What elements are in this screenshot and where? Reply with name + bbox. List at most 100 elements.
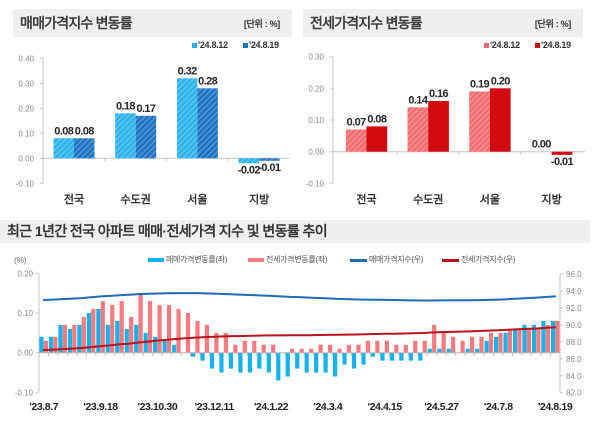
sale-change-bar: [512, 328, 518, 353]
jeonse-change-bar: [403, 344, 408, 353]
sale-change-bar: [427, 348, 432, 353]
sale-index-line: [42, 292, 557, 302]
sale-change-bar: [209, 352, 215, 369]
chart-title: 매매가격지수 변동률: [20, 15, 133, 31]
sale-change-bar: [342, 352, 347, 365]
bar: [74, 138, 95, 159]
sale-change-bar: [493, 336, 499, 353]
jeonse-change-bar: [346, 344, 352, 353]
legend-line-swatch: [350, 259, 367, 262]
sale-change-bar: [276, 352, 281, 381]
jeonse-change-bar: [157, 305, 162, 353]
x-tick-label: '24.4.15: [367, 401, 402, 413]
right-y-tick-label: 86.0: [566, 355, 582, 364]
sale-change-bar: [484, 340, 489, 353]
jeonse-change-bar: [223, 332, 228, 353]
left-y-tick-label: 0.00: [17, 349, 33, 358]
legend-label: 전세가격변동률(좌): [266, 255, 328, 264]
category-label: 서울: [187, 192, 207, 206]
sale-change-bar: [475, 348, 480, 353]
y-tick-label: 0.20: [308, 84, 324, 93]
jeonse-change-bar: [214, 332, 219, 353]
unit-label: [단위 : %]: [534, 19, 571, 29]
jeonse-index-line: [42, 326, 557, 351]
y-tick-label: 0.00: [18, 154, 34, 163]
x-tick-label: '23.8.7: [29, 401, 58, 413]
sale-change-bar: [124, 328, 129, 353]
sale-change-bar: [228, 352, 234, 369]
sale-change-bar: [285, 352, 290, 377]
bar: [259, 158, 280, 161]
bar-value-label: -0.02: [238, 164, 261, 176]
sale-change-bar: [333, 352, 338, 377]
right-y-tick-label: 90.0: [566, 321, 582, 330]
sale-change-bar: [39, 336, 44, 353]
jeonse-change-bar: [261, 344, 266, 353]
jeonse-change-bar: [129, 316, 134, 353]
chart-title: 전세가격지수 변동률: [310, 15, 423, 31]
bar-value-label: 0.18: [116, 100, 135, 112]
sale-change-bar: [531, 324, 537, 353]
x-tick-label: '24.8.19: [538, 401, 573, 413]
jeonse-change-bar: [545, 324, 550, 353]
jeonse-change-bar: [290, 348, 295, 353]
jeonse-change-bar: [337, 348, 342, 353]
unit-label: [단위 : %]: [243, 19, 280, 29]
bar-value-label: 0.08: [367, 113, 386, 125]
sale-change-bar: [200, 352, 205, 361]
sale-change-bar: [134, 324, 139, 353]
jeonse-change-bar: [81, 316, 86, 353]
bar-value-label: 0.17: [136, 103, 155, 115]
jeonse-change-bar: [176, 309, 181, 353]
legend-swatch: [535, 43, 540, 48]
sale-change-bar: [304, 352, 309, 373]
bar: [135, 115, 157, 159]
bar: [345, 129, 367, 152]
sale-change-bar: [115, 320, 120, 353]
sale-change-bar: [418, 352, 423, 361]
bar-value-label: 0.28: [198, 75, 217, 87]
bar-value-label: 0.32: [178, 65, 197, 77]
legend-swatch: [192, 43, 197, 48]
category-label: 서울: [480, 192, 500, 206]
sale-change-bar: [465, 348, 470, 353]
sale-change-bar: [58, 324, 63, 353]
sale-change-bar: [550, 320, 556, 353]
jeonse-change-bar: [394, 344, 399, 353]
jeonse-change-bar: [100, 301, 105, 353]
category-label: 전국: [356, 192, 376, 206]
bar-value-label: 0.16: [429, 88, 448, 100]
category-label: 지방: [541, 192, 561, 206]
right-y-tick-label: 92.0: [566, 304, 582, 313]
legend-label: '24.8.12: [198, 40, 228, 50]
bar: [407, 107, 429, 152]
category-label: 지방: [249, 192, 269, 206]
jeonse-change-bar: [555, 320, 560, 353]
bar-value-label: 0.07: [347, 117, 366, 129]
bar-value-label: 0.14: [408, 94, 428, 106]
sale-change-bar: [408, 352, 413, 361]
legend-label: '24.8.19: [249, 40, 279, 50]
bar: [176, 78, 198, 159]
jeonse-change-bar: [451, 336, 456, 353]
sale-change-bar: [370, 352, 376, 357]
y-tick-label: -0.10: [306, 179, 325, 188]
legend-label: '24.8.19: [541, 40, 571, 50]
sale-change-bar: [153, 336, 158, 353]
sale-change-bar: [380, 352, 385, 361]
legend-swatch: [243, 43, 248, 48]
jeonse-change-bar: [148, 301, 153, 353]
jeonse-change-bar: [375, 340, 380, 353]
right-y-tick-label: 94.0: [566, 287, 582, 296]
legend-swatch: [484, 43, 489, 48]
sale-change-bar: [389, 352, 395, 361]
bar: [197, 88, 218, 159]
jeonse-change-bar: [119, 301, 124, 353]
bar: [115, 113, 136, 159]
sale-change-bar: [257, 352, 262, 369]
jeonse-change-bar: [469, 336, 475, 353]
sale-change-bar: [67, 328, 73, 353]
y-tick-label: 0.10: [308, 116, 324, 125]
